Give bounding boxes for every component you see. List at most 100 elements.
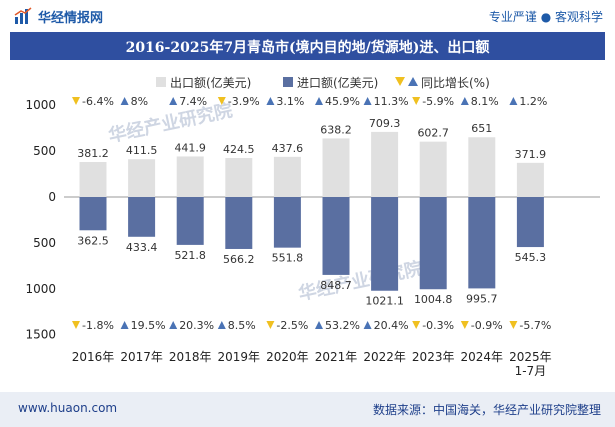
x-tick-label: 2016年 — [72, 350, 115, 364]
import-bar — [79, 197, 107, 231]
legend-label-growth: 同比增长(%) — [421, 76, 490, 90]
export-value-label: 411.5 — [126, 144, 158, 157]
import-bar — [273, 197, 301, 248]
title-bar: 2016-2025年7月青岛市(境内目的地/货源地)进、出口额 — [10, 32, 605, 60]
export-value-label: 381.2 — [77, 147, 109, 160]
brand-name: 华经情报网 — [38, 11, 104, 26]
growth-up-icon — [169, 97, 178, 105]
logo-icon — [14, 7, 32, 24]
import-growth-label: -0.9% — [471, 319, 503, 332]
import-value-label: 433.4 — [126, 241, 158, 254]
growth-up-icon — [120, 97, 129, 105]
y-tick-label: 0 — [48, 190, 56, 204]
growth-up-icon — [460, 97, 469, 105]
import-growth-label: -2.5% — [276, 319, 308, 332]
growth-up-icon — [315, 97, 323, 105]
x-tick-label: 2022年 — [363, 350, 406, 364]
export-value-label: 602.7 — [417, 127, 449, 140]
growth-up-icon — [363, 97, 372, 105]
import-bar — [176, 197, 204, 245]
y-tick-label: 1500 — [25, 328, 56, 342]
footer-url[interactable]: www.huaon.com — [18, 401, 118, 415]
import-bar — [322, 197, 350, 275]
export-growth-label: -6.4% — [82, 95, 114, 108]
growth-down-icon — [460, 321, 469, 329]
import-value-label: 362.5 — [77, 234, 109, 247]
x-tick-label: 2023年 — [412, 350, 455, 364]
growth-down-icon — [509, 321, 518, 329]
export-growth-label: 7.4% — [179, 95, 207, 108]
export-value-label: 651 — [471, 122, 492, 135]
growth-down-icon — [217, 97, 226, 105]
tagline: 专业严谨 ● 客观科学 — [488, 10, 603, 24]
export-bar — [468, 137, 496, 197]
export-bar — [273, 156, 301, 197]
export-growth-label: -3.9% — [228, 95, 260, 108]
export-bar — [128, 159, 156, 197]
growth-up-icon — [509, 97, 518, 105]
x-tick-label: 2018年 — [169, 350, 212, 364]
import-value-label: 545.3 — [515, 251, 547, 264]
growth-up-icon — [315, 321, 323, 329]
import-growth-label: 8.5% — [228, 319, 256, 332]
legend-swatch-export — [156, 77, 166, 87]
x-tick-label: 2025年 — [509, 350, 552, 364]
import-value-label: 848.7 — [320, 279, 352, 292]
export-value-label: 441.9 — [174, 141, 206, 154]
export-bar — [225, 158, 253, 197]
top-bar: 华经情报网 专业严谨 ● 客观科学 — [0, 0, 615, 32]
watermark-text: 华经产业研究院 — [106, 99, 234, 147]
legend-label-export: 出口额(亿美元) — [170, 75, 251, 90]
legend-marker-growth-down-icon — [395, 77, 405, 86]
import-growth-label: 53.2% — [325, 319, 360, 332]
import-growth-label: 20.4% — [374, 319, 409, 332]
export-growth-label: 11.3% — [374, 95, 409, 108]
export-growth-label: 8% — [131, 95, 148, 108]
import-growth-label: -0.3% — [422, 319, 454, 332]
y-tick-label: 1000 — [25, 98, 56, 112]
growth-down-icon — [266, 321, 275, 329]
export-value-label: 371.9 — [515, 148, 547, 161]
x-tick-label: 2021年 — [315, 350, 358, 364]
growth-up-icon — [266, 97, 275, 105]
watermark-text: 华经产业研究院 — [296, 257, 424, 305]
export-bar — [516, 162, 544, 197]
import-value-label: 566.2 — [223, 253, 255, 266]
export-growth-label: 1.2% — [519, 95, 547, 108]
import-bar — [468, 197, 496, 289]
growth-down-icon — [72, 97, 80, 105]
import-growth-label: 19.5% — [131, 319, 166, 332]
chart-title: 2016-2025年7月青岛市(境内目的地/货源地)进、出口额 — [125, 40, 490, 56]
growth-up-icon — [217, 321, 226, 329]
export-bar — [371, 131, 399, 197]
y-tick-label: 500 — [33, 144, 56, 158]
import-value-label: 1021.1 — [365, 295, 404, 308]
footer-source: 数据来源：中国海关，华经产业研究院整理 — [372, 403, 601, 417]
import-value-label: 551.8 — [272, 252, 304, 265]
footer: www.huaon.com 数据来源：中国海关，华经产业研究院整理 — [0, 392, 615, 427]
import-growth-label: -1.8% — [82, 319, 114, 332]
x-tick-label: 2019年 — [218, 350, 261, 364]
growth-up-icon — [120, 321, 129, 329]
growth-down-icon — [412, 97, 421, 105]
import-bar — [419, 197, 447, 290]
export-growth-label: 3.1% — [276, 95, 304, 108]
x-tick-label: 2020年 — [266, 350, 309, 364]
import-bar — [128, 197, 156, 237]
growth-up-icon — [169, 321, 178, 329]
import-growth-label: 20.3% — [179, 319, 214, 332]
export-bar — [176, 156, 204, 197]
x-tick-label: 2017年 — [120, 350, 163, 364]
y-tick-label: 1000 — [25, 282, 56, 296]
import-bar — [225, 197, 253, 249]
import-bar — [516, 197, 544, 248]
import-value-label: 995.7 — [466, 292, 498, 305]
import-value-label: 521.8 — [174, 249, 206, 262]
import-bar — [371, 197, 399, 291]
x-tick-label: 2024年 — [461, 350, 504, 364]
export-growth-label: 8.1% — [471, 95, 499, 108]
growth-up-icon — [363, 321, 372, 329]
import-value-label: 1004.8 — [414, 293, 453, 306]
